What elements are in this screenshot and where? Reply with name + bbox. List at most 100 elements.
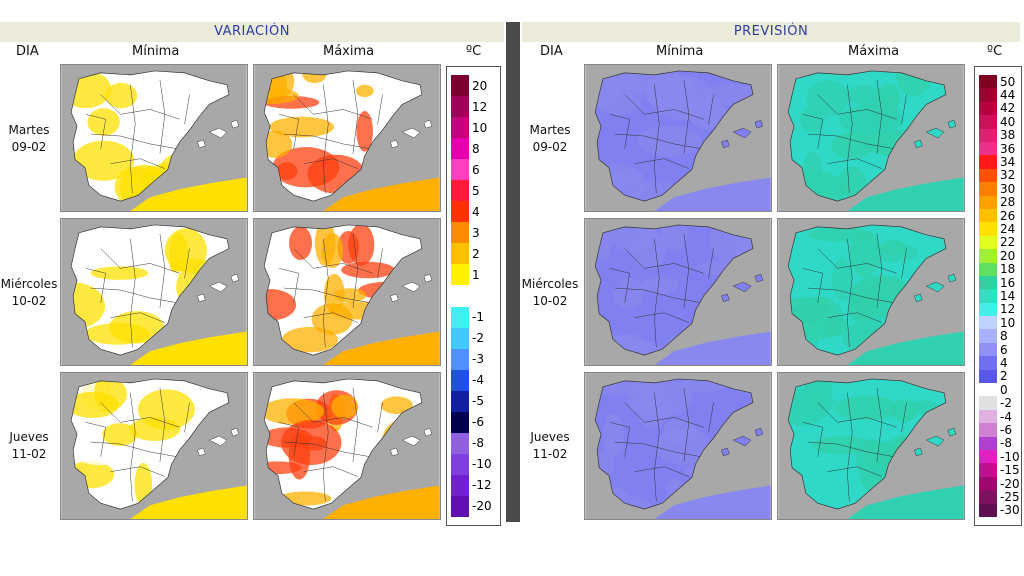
legend-swatch xyxy=(979,369,997,384)
day-label-right-2: Jueves 11-02 xyxy=(523,429,577,463)
province-border xyxy=(90,287,178,304)
legend-swatch xyxy=(451,117,469,139)
map-svg xyxy=(585,219,771,365)
island xyxy=(390,139,399,149)
field-blob xyxy=(75,445,128,466)
legend-label: -15 xyxy=(1000,463,1020,478)
field-blob xyxy=(636,125,703,157)
legend-label: -12 xyxy=(472,478,492,493)
map-prevision-minima-miercoles xyxy=(584,218,772,366)
coastline xyxy=(70,378,230,510)
legend-swatch xyxy=(979,316,997,330)
province-border xyxy=(614,133,702,150)
province-border xyxy=(352,233,359,308)
province-border xyxy=(609,114,630,149)
legend-swatch xyxy=(979,115,997,130)
province-border xyxy=(303,158,358,169)
province-border xyxy=(323,238,329,348)
coastline xyxy=(787,378,947,510)
map-variacion-minima-martes xyxy=(60,64,248,212)
island xyxy=(230,427,240,437)
day-label-left-0: Martes 09-02 xyxy=(2,122,56,156)
legend-label: 34 xyxy=(1000,155,1016,170)
province-border xyxy=(634,158,689,169)
legend-label: -8 xyxy=(1000,436,1012,451)
field-blob xyxy=(788,388,831,426)
africa-coast xyxy=(654,485,771,519)
legend-label: -2 xyxy=(1000,396,1012,411)
province-border xyxy=(377,402,383,433)
map-variacion-minima-miercoles xyxy=(60,218,248,366)
legend-label: 42 xyxy=(1000,101,1016,116)
legend-swatch xyxy=(979,409,997,424)
coastline xyxy=(787,70,947,202)
island xyxy=(230,273,240,283)
island xyxy=(947,427,957,437)
field-blob xyxy=(845,84,882,105)
island xyxy=(423,273,433,283)
day-label-right-1: Miércoles 10-02 xyxy=(521,276,579,310)
province-border xyxy=(847,392,853,502)
field-blob xyxy=(636,384,669,430)
legend-swatch xyxy=(979,383,997,397)
field-blob xyxy=(890,398,919,423)
field-blob xyxy=(289,226,313,261)
legend-swatch xyxy=(979,275,997,290)
province-border xyxy=(85,422,106,457)
island xyxy=(732,435,752,447)
province-border xyxy=(352,387,359,462)
legend-swatch xyxy=(979,490,997,505)
field-blob xyxy=(164,228,207,273)
province-border xyxy=(847,84,853,194)
africa-coast xyxy=(130,177,247,211)
legend-label: 2 xyxy=(472,246,480,261)
legend-swatch xyxy=(451,495,469,518)
field-blob xyxy=(655,427,712,465)
province-border xyxy=(708,402,714,433)
maxima-header-right: Máxima xyxy=(848,44,900,59)
legend-swatch xyxy=(979,168,997,183)
province-border xyxy=(90,441,178,458)
island xyxy=(401,127,421,139)
legend-label: 14 xyxy=(1000,289,1016,303)
legend-swatch xyxy=(451,285,469,308)
legend-label: 6 xyxy=(1000,342,1008,357)
island xyxy=(208,281,228,293)
legend-label: -8 xyxy=(472,436,484,451)
map-prevision-maxima-miercoles xyxy=(777,218,965,366)
field-blob xyxy=(602,413,625,459)
legend-swatch xyxy=(451,159,469,181)
day-date: 10-02 xyxy=(11,294,47,308)
province-border xyxy=(654,84,660,194)
africa-coast xyxy=(323,177,440,211)
legend-label: -25 xyxy=(1000,489,1020,504)
legend-swatch xyxy=(979,141,997,156)
island xyxy=(732,127,752,139)
field-blob xyxy=(321,233,344,269)
africa-coast xyxy=(847,485,964,519)
map-svg xyxy=(61,219,247,365)
province-border xyxy=(683,233,690,308)
island xyxy=(208,435,228,447)
minima-header-right: Mínima xyxy=(656,44,704,59)
day-name: Jueves xyxy=(9,430,49,444)
province-border xyxy=(278,114,299,149)
africa-coast xyxy=(654,177,771,211)
legend-label: -6 xyxy=(472,415,484,430)
province-border xyxy=(876,79,883,154)
province-border xyxy=(807,287,895,304)
legend-swatch xyxy=(451,243,469,265)
legend-label: 18 xyxy=(1000,262,1016,277)
field-blob xyxy=(90,266,149,280)
map-svg xyxy=(778,219,964,365)
legend-swatch xyxy=(451,369,469,392)
field-blob xyxy=(640,276,679,295)
legend-swatch xyxy=(979,329,997,344)
maxima-header-left: Máxima xyxy=(323,44,375,59)
legend-label: -6 xyxy=(1000,422,1012,437)
province-border xyxy=(283,287,371,304)
island xyxy=(423,119,433,129)
island xyxy=(197,447,206,457)
province-border xyxy=(683,79,690,154)
legend-swatch xyxy=(451,474,469,497)
